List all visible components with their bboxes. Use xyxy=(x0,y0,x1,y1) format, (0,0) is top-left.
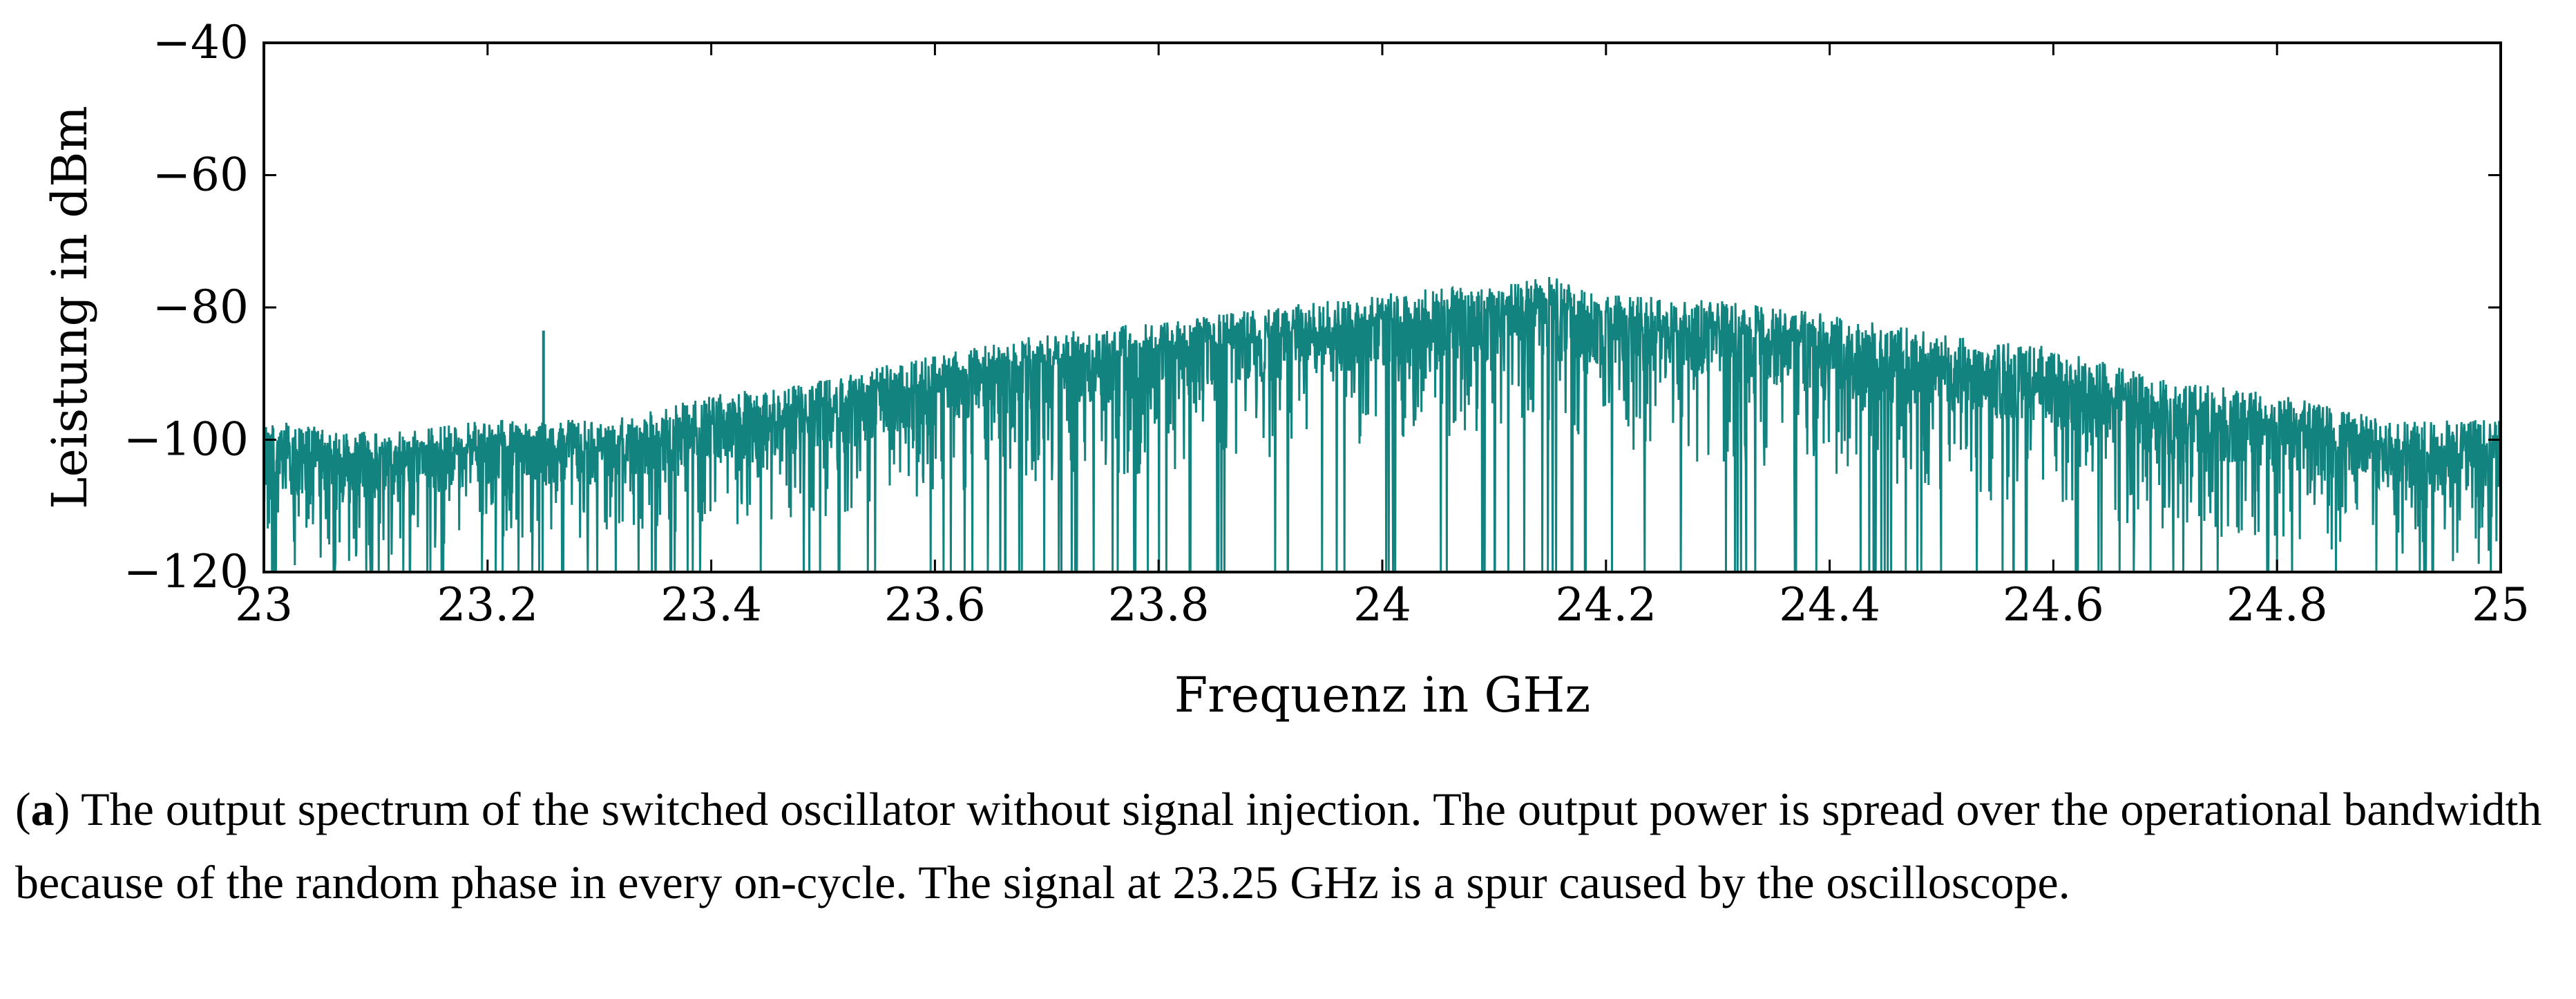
y-axis-label: Leistung in dBm xyxy=(41,106,98,509)
y-tick-label: −60 xyxy=(153,149,249,202)
x-tick-label: 23 xyxy=(235,578,293,631)
x-tick-label: 25 xyxy=(2472,578,2530,631)
y-tick-label: −120 xyxy=(124,545,249,598)
plot-series xyxy=(263,276,2502,573)
caption-text: The output spectrum of the switched osci… xyxy=(15,783,2542,908)
x-tick-label: 24.8 xyxy=(2226,578,2328,631)
y-tick-label: −100 xyxy=(124,413,249,466)
spectrum-chart: 23 23.2 23.4 23.6 23.8 24 24.2 24.4 24.6 24.8 25 −… xyxy=(41,16,2530,723)
x-tick-label: 24 xyxy=(1353,578,1411,631)
x-tick-label: 23.4 xyxy=(660,578,762,631)
figure-caption: (a) The output spectrum of the switched … xyxy=(15,783,2542,908)
x-tick-label: 23.8 xyxy=(1108,578,1210,631)
y-tick-label: −40 xyxy=(153,16,249,69)
x-axis-ticks: 23 23.2 23.4 23.6 23.8 24 24.2 24.4 24.6 24.8 25 xyxy=(235,43,2530,631)
x-tick-label: 24.6 xyxy=(2003,578,2104,631)
x-tick-label: 24.2 xyxy=(1555,578,1657,631)
x-tick-label: 23.2 xyxy=(437,578,538,631)
x-tick-label: 24.4 xyxy=(1779,578,1880,631)
x-tick-label: 23.6 xyxy=(884,578,986,631)
y-axis-ticks: −40 −60 −80 −100 −120 xyxy=(124,16,2501,598)
y-tick-label: −80 xyxy=(153,280,249,334)
caption-label: a xyxy=(30,783,55,835)
x-axis-label: Frequenz in GHz xyxy=(1174,667,1591,723)
series-output-spectrum-line xyxy=(263,276,2502,573)
